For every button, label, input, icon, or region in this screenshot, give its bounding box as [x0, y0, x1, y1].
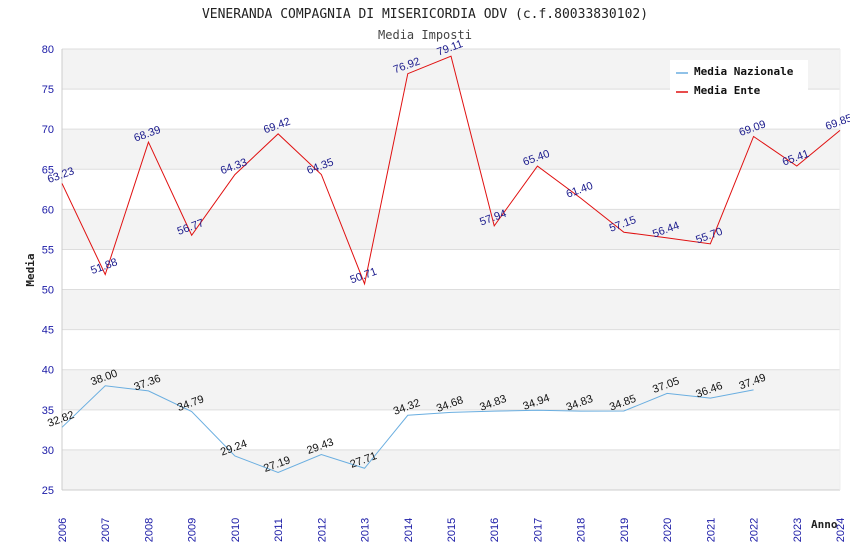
x-tick-labels: 2006 2007 2008 2009 2010 2011 2012 2013 2014 2015…: [57, 518, 847, 542]
y-tick-label: 70: [42, 124, 54, 136]
grid-bands: [62, 49, 840, 490]
legend: Media Nazionale Media Ente: [670, 60, 808, 100]
series-lines: [61, 55, 841, 473]
x-tick-label: 2016: [489, 518, 501, 542]
legend-label-media-ente: Media Ente: [694, 84, 761, 97]
x-tick-label: 2015: [446, 518, 458, 542]
legend-label-media-nazionale: Media Nazionale: [694, 65, 794, 78]
x-tick-label: 2006: [57, 518, 69, 542]
y-tick-label: 80: [42, 44, 54, 56]
grid-band: [62, 289, 840, 330]
y-tick-label: 45: [42, 325, 54, 337]
x-tick-label: 2011: [273, 518, 285, 542]
x-axis-label: Anno: [811, 518, 838, 531]
x-tick-label: 2018: [576, 518, 588, 542]
x-tick-label: 2008: [143, 518, 155, 542]
legend-box: [670, 60, 808, 100]
y-tick-label: 30: [42, 445, 54, 457]
x-tick-label: 2009: [187, 518, 199, 542]
y-tick-label: 35: [42, 405, 54, 417]
x-tick-label: 2024: [835, 518, 847, 542]
data-label: 50.71: [349, 266, 379, 287]
y-axis-label: Media: [24, 253, 37, 286]
x-tick-label: 2010: [230, 518, 242, 542]
grid-band: [62, 129, 840, 170]
y-tick-labels: 25 30 35 40 45 50 55 60 65 70 75 80: [42, 44, 54, 497]
data-label: 51.88: [89, 256, 119, 277]
x-tick-label: 2019: [619, 518, 631, 542]
grid-band: [62, 449, 840, 490]
x-tick-label: 2013: [360, 518, 372, 542]
x-tick-label: 2014: [403, 518, 415, 542]
x-tick-label: 2017: [532, 518, 544, 542]
x-tick-label: 2022: [749, 518, 761, 542]
axes: [61, 49, 841, 491]
y-tick-label: 50: [42, 285, 54, 297]
y-tick-label: 40: [42, 365, 54, 377]
x-tick-label: 2020: [662, 518, 674, 542]
y-tick-label: 55: [42, 244, 54, 256]
chart-subtitle: Media Imposti: [378, 28, 472, 42]
y-tick-label: 60: [42, 204, 54, 216]
grid-band: [62, 369, 840, 410]
grid-lines: [62, 48, 840, 491]
y-tick-label: 75: [42, 84, 54, 96]
y-tick-label: 25: [42, 485, 54, 497]
series-line-media-nazionale: [61, 385, 754, 473]
x-tick-label: 2023: [792, 518, 804, 542]
chart-title: VENERANDA COMPAGNIA DI MISERICORDIA ODV …: [202, 7, 648, 22]
x-tick-label: 2007: [100, 518, 112, 542]
y-tick-label: 65: [42, 164, 54, 176]
series-line-media-ente: [61, 55, 841, 286]
x-tick-label: 2012: [316, 518, 328, 542]
x-tick-label: 2021: [705, 518, 717, 542]
